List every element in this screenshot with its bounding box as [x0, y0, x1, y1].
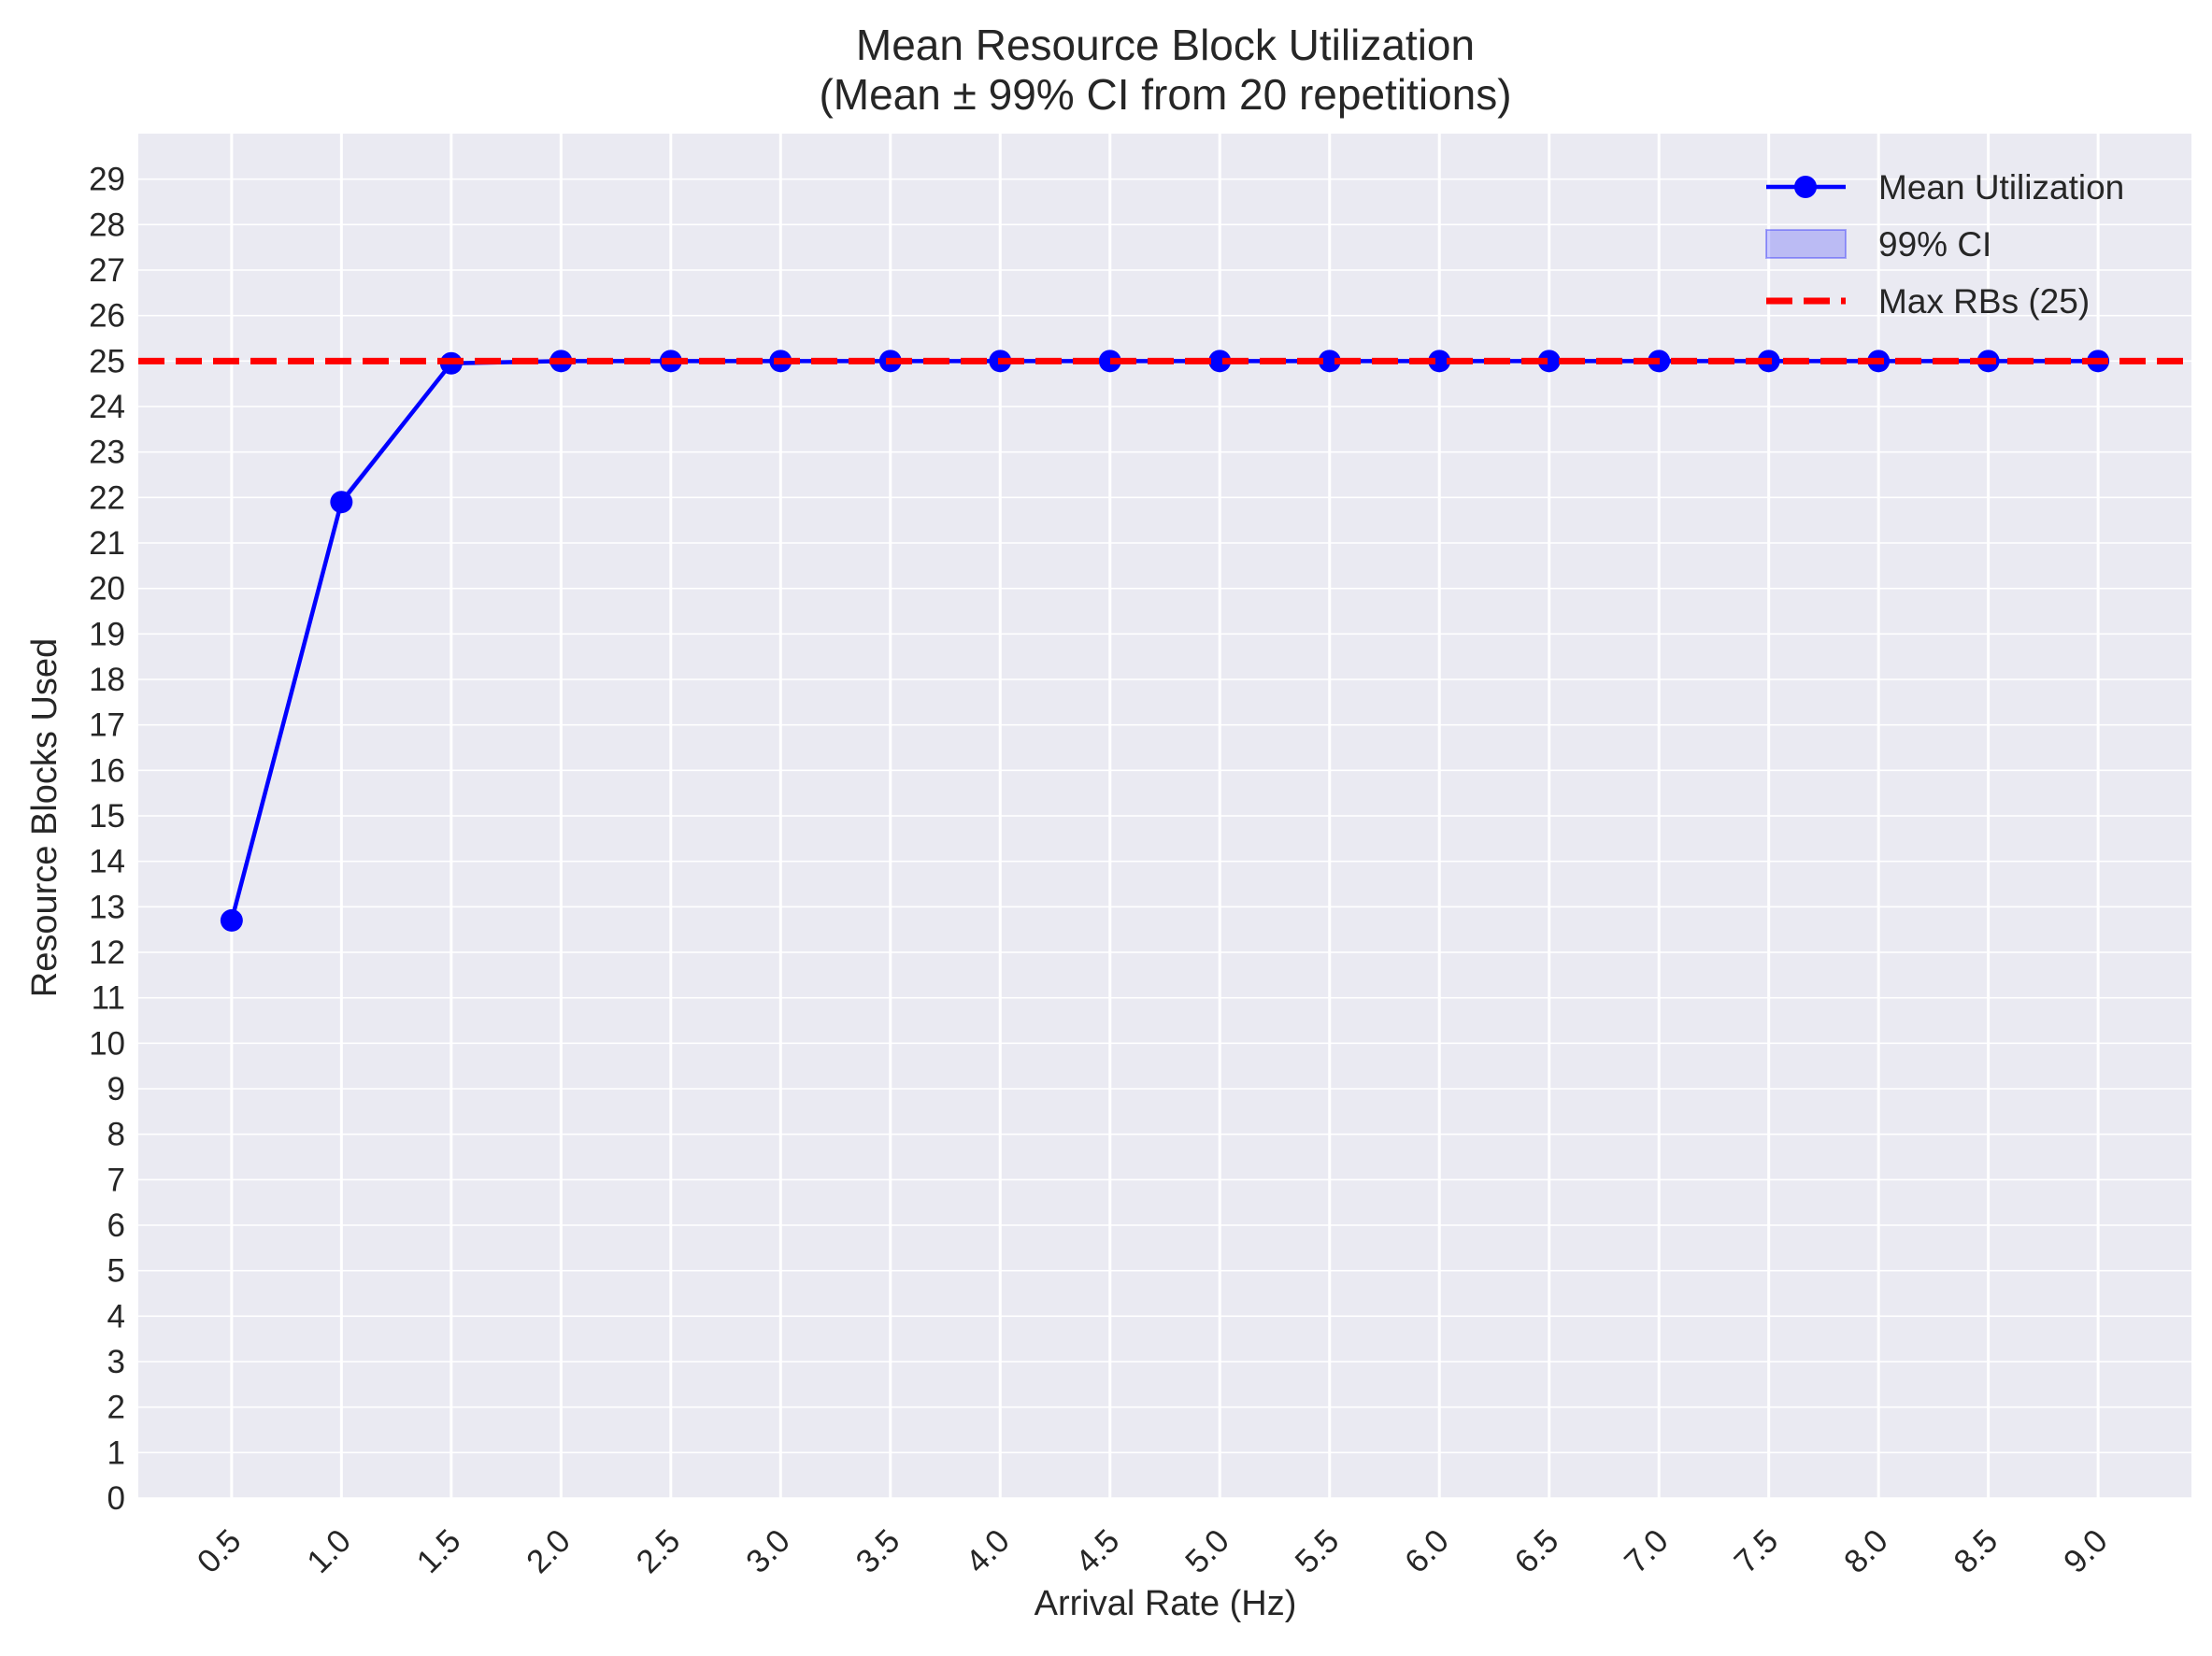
- y-tick-label: 6: [107, 1207, 125, 1244]
- y-tick-label: 17: [89, 707, 125, 744]
- chart-subtitle: (Mean ± 99% CI from 20 repetitions): [819, 70, 1511, 119]
- y-tick-label: 14: [89, 844, 125, 880]
- y-tick-label: 11: [92, 980, 125, 1017]
- y-tick-label: 18: [89, 662, 125, 698]
- y-tick-label: 5: [107, 1253, 125, 1290]
- x-axis-label: Arrival Rate (Hz): [1035, 1584, 1297, 1623]
- y-tick-label: 16: [89, 752, 125, 789]
- y-tick-label: 4: [107, 1298, 125, 1335]
- legend-swatch-marker: [1794, 176, 1817, 198]
- y-tick-label: 3: [107, 1344, 125, 1380]
- y-tick-label: 7: [107, 1162, 125, 1198]
- legend-swatch-patch: [1765, 229, 1847, 259]
- data-point: [1318, 350, 1341, 373]
- y-tick-label: 1: [107, 1435, 125, 1471]
- y-tick-label: 0: [107, 1480, 125, 1517]
- data-point: [1537, 350, 1561, 373]
- y-tick-label: 29: [89, 162, 125, 198]
- y-tick-label: 8: [107, 1117, 125, 1153]
- legend-label: Max RBs (25): [1878, 282, 2090, 321]
- y-tick-label: 25: [89, 343, 125, 379]
- grid: [138, 134, 2191, 1499]
- y-tick-label: 23: [89, 435, 125, 471]
- data-point: [1098, 350, 1121, 373]
- y-tick-label: 12: [89, 935, 125, 971]
- y-tick-label: 24: [89, 389, 125, 425]
- y-tick-label: 2: [107, 1390, 125, 1426]
- y-tick-label: 13: [89, 889, 125, 925]
- chart-title: Mean Resource Block Utilization: [856, 21, 1475, 69]
- y-tick-label: 15: [89, 798, 125, 835]
- data-point: [330, 491, 353, 514]
- y-tick-label: 19: [89, 616, 125, 652]
- y-tick-label: 26: [89, 298, 125, 335]
- data-point: [220, 908, 243, 932]
- y-tick-label: 9: [107, 1071, 125, 1107]
- y-tick-label: 10: [89, 1025, 125, 1062]
- y-tick-label: 27: [89, 252, 125, 289]
- y-tick-label: 28: [89, 207, 125, 243]
- y-tick-label: 20: [89, 571, 125, 607]
- legend: Mean Utilization 99% CI Max RBs (25): [1765, 168, 2124, 321]
- y-tick-label: 22: [89, 479, 125, 516]
- y-axis-label: Resource Blocks Used: [25, 638, 64, 997]
- data-point: [1208, 350, 1232, 373]
- data-point: [1428, 350, 1451, 373]
- legend-label: 99% CI: [1878, 225, 1991, 264]
- y-tick-label: 21: [89, 525, 125, 562]
- legend-label: Mean Utilization: [1878, 168, 2124, 207]
